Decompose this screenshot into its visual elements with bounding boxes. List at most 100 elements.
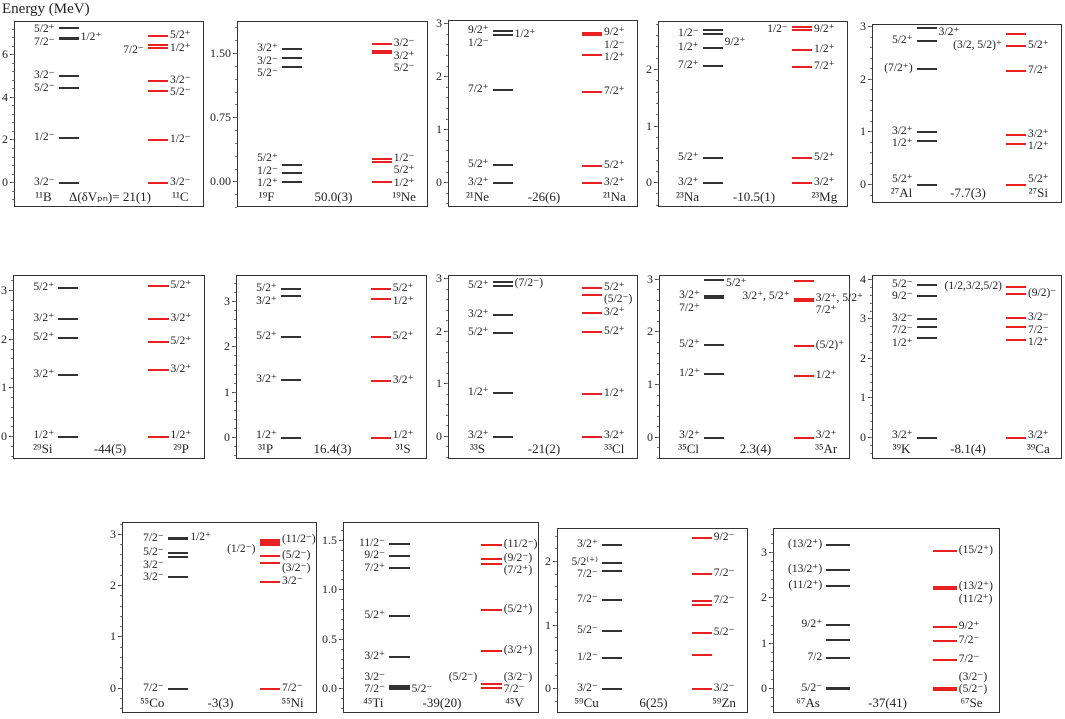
y-minor-tick: [870, 162, 872, 164]
y-tick-label: 4: [2, 89, 8, 104]
left-level-line: [492, 89, 513, 92]
y-minor-tick: [341, 539, 343, 541]
level-spin-label: 5/2⁺: [393, 164, 415, 177]
y-minor-tick: [12, 28, 14, 30]
right-level-line: [582, 312, 602, 315]
left-level-line: [916, 325, 937, 328]
level-spin-label: 5/2⁺: [725, 277, 747, 289]
y-tick-label: 3: [761, 545, 767, 560]
right-level-line: [371, 43, 392, 46]
right-level-line: [481, 609, 502, 612]
right-level-line: [691, 632, 712, 635]
level-spin-label: 5/2⁻: [411, 683, 433, 695]
energy-difference-label: -39(20): [422, 695, 462, 710]
right-level-line: [148, 46, 168, 49]
level-spin-label: 3/2⁻: [364, 670, 386, 683]
panel-9: 3/2⁺ 1/2⁺ 7/2⁻ 3/2⁻ 9/2⁻ 5/2⁻ 3/2⁺ 1/2⁺ 7/2⁻ 3/2⁻…: [872, 275, 1062, 459]
level-spin-label: 1/2⁻: [767, 23, 788, 35]
panel-11: 7/2⁻ 5/2⁻ 3/2⁻ 3/2⁺ 5/2⁺ 7/2⁺ 9/2⁻ 11/2⁻ 7/2⁻ (3/…: [343, 522, 539, 713]
level-spin-label: 3/2⁺, 5/2⁺: [815, 291, 864, 304]
y-tick-label: 1.5: [322, 532, 337, 547]
y-minor-tick: [235, 207, 237, 208]
left-nucleus-label: ⁴⁵Ti: [363, 695, 384, 710]
level-spin-label: 1/2⁺: [393, 176, 415, 189]
level-spin-label: 1/2⁻: [257, 164, 278, 177]
right-nucleus-label: ³⁵Ar: [815, 441, 838, 456]
level-spin-label: 3/2⁺: [364, 649, 386, 662]
y-minor-tick: [234, 427, 236, 429]
level-spin-label: 7/2⁻: [1027, 323, 1049, 336]
left-level-line: [601, 543, 622, 546]
y-minor-tick: [446, 278, 448, 280]
right-level-line: [932, 586, 957, 589]
level-spin-label: 5/2⁻: [33, 81, 55, 94]
y-minor-tick: [656, 23, 658, 25]
right-level-line: [691, 573, 712, 576]
level-spin-label: 5/2⁺: [467, 326, 489, 339]
panel-8: 3/2⁺ 1/2⁺ 5/2⁺ 7/2⁺ 3/2⁺ 5/2⁺ 3/2⁺ 1/2⁺ (5/2)⁺ 7/…: [659, 275, 863, 459]
y-minor-tick: [870, 397, 872, 399]
y-minor-tick: [657, 278, 659, 280]
level-spin-label: 3/2⁺: [256, 294, 277, 307]
right-level-line: [792, 182, 812, 185]
right-level-line: [259, 544, 280, 547]
right-level-line: [1006, 70, 1026, 73]
level-spin-label: (9/2)⁻: [1027, 287, 1057, 300]
y-tick-label: 0: [545, 681, 551, 696]
right-level-line: [148, 436, 169, 439]
y-minor-tick: [656, 35, 658, 37]
y-minor-tick: [12, 147, 14, 149]
level-spin-label: 5/2⁺: [170, 278, 192, 291]
y-minor-tick: [234, 355, 236, 357]
level-spin-label: (7/2⁻): [514, 277, 544, 289]
left-level-line: [58, 136, 79, 139]
y-minor-tick: [235, 181, 237, 183]
right-level-line: [932, 658, 957, 661]
level-spin-label: 7/2⁺: [467, 83, 489, 96]
left-level-line: [916, 337, 937, 340]
y-tick-label: 4: [860, 271, 866, 286]
y-tick-label: 1: [1, 380, 7, 395]
right-level-line: [148, 90, 168, 93]
right-level-line: [1006, 133, 1026, 136]
right-level-line: [1006, 326, 1026, 329]
y-minor-tick: [657, 405, 659, 407]
right-level-line: [148, 318, 169, 321]
left-level-line: [389, 615, 410, 618]
left-level-line: [280, 379, 301, 382]
level-spin-label: 3/2⁻: [33, 176, 55, 189]
right-level-line: [932, 625, 957, 628]
level-spin-label: 9/2⁺: [813, 23, 835, 35]
energy-difference-label: -44(5): [93, 441, 127, 456]
panel-12: 3/2⁻ 1/2⁻ 5/2⁻ 7/2⁻ 7/2⁻ 5/2⁽⁺⁾ 3/2⁺ 3/2⁻ 5/2⁻ 7/…: [557, 528, 748, 713]
y-minor-tick: [870, 89, 872, 91]
level-spin-label: 3/2⁻: [891, 311, 913, 324]
y-minor-tick: [446, 309, 448, 311]
y-minor-tick: [656, 46, 658, 48]
right-level-line: [691, 688, 712, 691]
y-tick-label: 0: [436, 428, 442, 443]
y-minor-tick: [234, 409, 236, 411]
left-level-line: [916, 436, 937, 439]
y-minor-tick: [870, 99, 872, 101]
y-minor-tick: [120, 687, 122, 689]
left-level-line: [389, 688, 410, 691]
right-level-line: [932, 639, 957, 642]
right-level-line: [1006, 285, 1026, 288]
y-minor-tick: [12, 96, 14, 98]
right-level-line: [582, 164, 602, 167]
level-spin-label: (11/2⁻): [503, 537, 538, 550]
y-minor-tick: [555, 700, 557, 702]
y-minor-tick: [657, 457, 659, 459]
right-level-line: [792, 66, 812, 69]
level-spin-label: 3/2⁺: [256, 373, 277, 386]
right-level-line: [371, 160, 392, 163]
level-spin-label: 1/2⁺: [257, 177, 278, 189]
level-spin-label: 5/2⁺: [1027, 38, 1049, 51]
level-spin-label: 3/2⁺: [815, 429, 837, 441]
y-minor-tick: [341, 609, 343, 611]
right-level-line: [691, 536, 712, 539]
y-minor-tick: [234, 373, 236, 375]
left-level-line: [703, 436, 724, 439]
level-spin-label: 3/2⁻: [281, 574, 303, 587]
